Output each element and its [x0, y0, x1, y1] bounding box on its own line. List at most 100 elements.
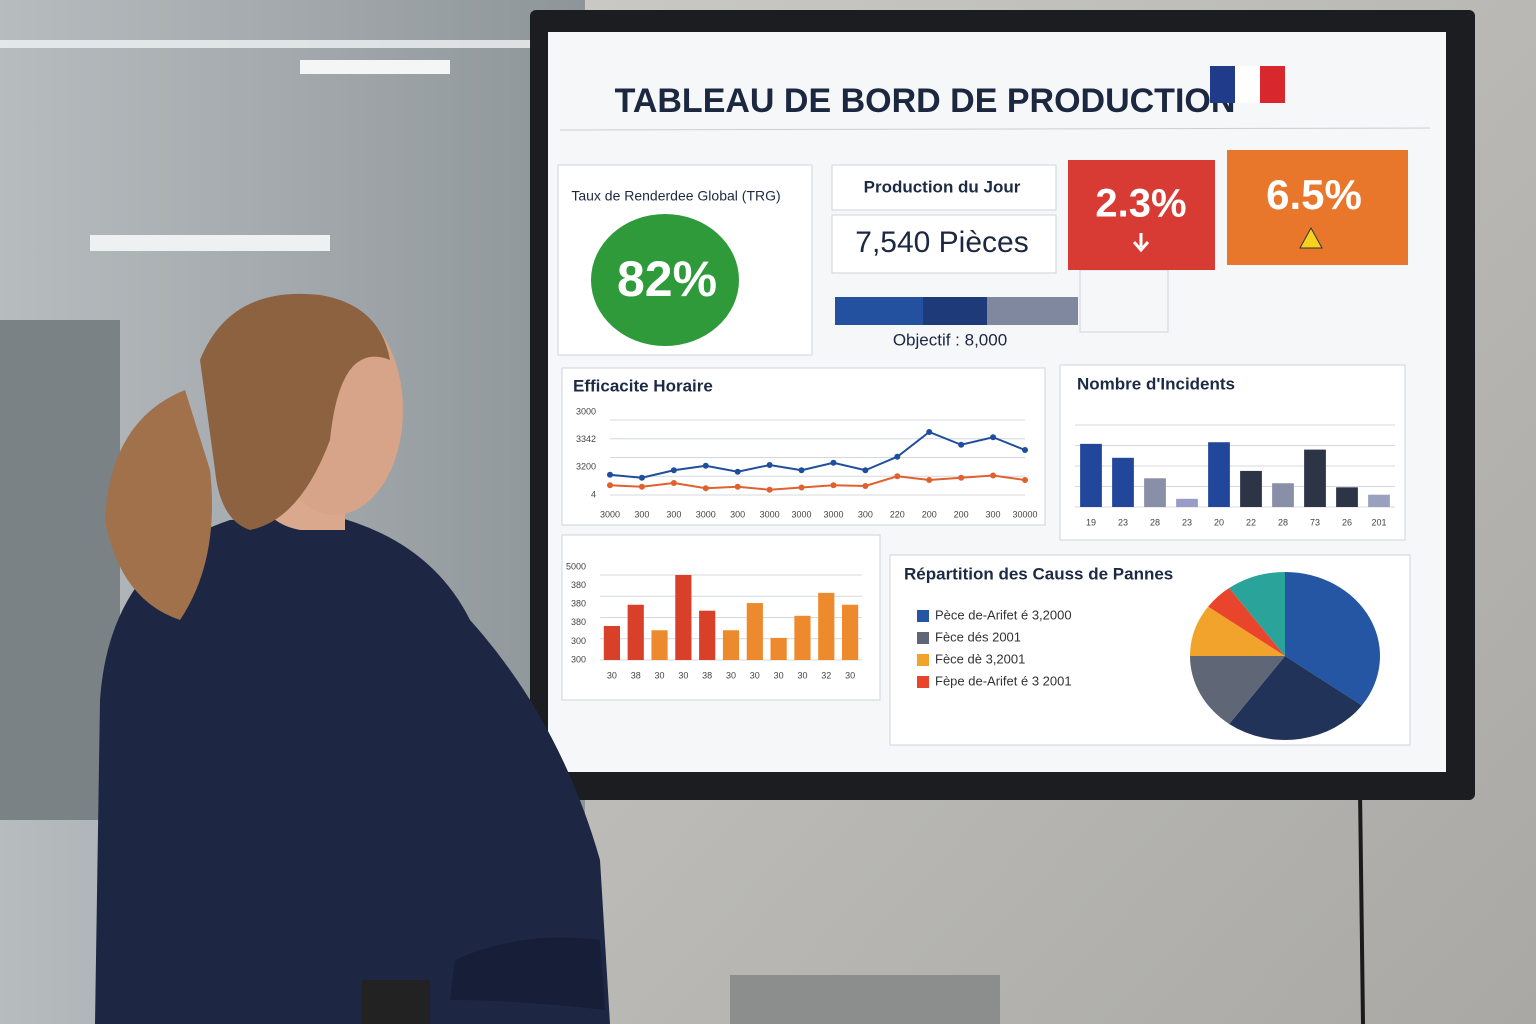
line-point — [734, 468, 741, 475]
person-arm — [450, 937, 605, 1010]
bar — [1112, 457, 1134, 507]
cable — [1358, 789, 1365, 1024]
line-point — [926, 477, 933, 483]
line-series — [609, 474, 1026, 491]
bar — [699, 610, 716, 660]
x-tick-label: 30 — [607, 670, 617, 680]
bar — [1208, 442, 1230, 507]
line-point — [607, 482, 613, 489]
y-axis-label: 380 — [571, 580, 586, 590]
x-tick-label: 28 — [1278, 517, 1288, 527]
legend-label: Fèpe de-Arifet é 3 2001 — [935, 673, 1072, 688]
x-tick-label: 3000 — [696, 509, 716, 519]
x-tick-label: 300 — [986, 509, 1001, 519]
chart-title: Efficacite Horaire — [573, 376, 713, 395]
line-point — [702, 462, 709, 469]
bar — [770, 637, 787, 660]
alert-value: 6.5% — [1266, 171, 1362, 218]
kpi-target: Objectif : 8,000 — [893, 330, 1007, 349]
line-point — [798, 467, 805, 474]
bar — [1272, 483, 1294, 507]
x-tick-label: 300 — [730, 509, 745, 519]
bar — [627, 604, 644, 660]
down-arrow-icon — [1132, 233, 1150, 253]
pie-slice — [1285, 572, 1380, 706]
line-point — [670, 467, 677, 474]
line-point — [607, 471, 613, 478]
progress-segment — [987, 297, 1078, 325]
x-tick-label: 20 — [1214, 517, 1224, 527]
dashboard-title: TABLEAU DE BORD DE PRODUCTION — [615, 82, 1236, 120]
x-tick-label: 300 — [858, 509, 873, 519]
x-tick-label: 19 — [1086, 517, 1096, 527]
x-tick-label: 28 — [1150, 517, 1160, 527]
line-point — [958, 474, 965, 481]
x-tick-label: 23 — [1118, 517, 1128, 527]
line-point — [766, 462, 773, 468]
charts: 3000 3342 3200 4 3000 300 300 3000 300 3000 3000 30… — [566, 406, 1395, 740]
x-tick-label: 32 — [821, 670, 831, 680]
pie-slice — [1190, 656, 1285, 724]
panel — [831, 164, 1057, 211]
kpi-value: 7,540 Pièces — [855, 226, 1028, 259]
bar — [651, 630, 668, 660]
warning-icon — [1299, 226, 1323, 249]
bar — [841, 604, 859, 660]
flag-white — [1235, 66, 1260, 103]
bar — [1080, 443, 1102, 507]
line-point — [894, 473, 901, 480]
line-point — [670, 480, 677, 486]
ceiling-light — [0, 40, 560, 48]
legend-label: Fèce dés 2001 — [935, 629, 1021, 644]
legend-swatch — [917, 654, 929, 666]
line-point — [638, 474, 645, 481]
x-tick-label: 30 — [655, 670, 665, 680]
y-axis-label: 5000 — [566, 561, 586, 571]
pie-slice — [1229, 572, 1285, 656]
x-tick-label: 30 — [774, 670, 784, 680]
x-tick-label: 200 — [954, 509, 969, 519]
line-point — [830, 459, 837, 466]
legend-label: Fèce dè 3,2001 — [935, 651, 1025, 666]
ceiling-light — [300, 60, 450, 74]
line-point — [958, 441, 965, 448]
bar — [1368, 494, 1390, 507]
person-hair — [200, 293, 390, 530]
line-point — [638, 483, 645, 490]
ceiling-light — [90, 235, 330, 251]
kpi-circle — [591, 214, 739, 346]
x-tick-label: 30 — [678, 670, 688, 680]
y-axis-label: 3200 — [576, 462, 596, 472]
bar — [1336, 487, 1358, 507]
x-tick-label: 3000 — [823, 509, 843, 519]
line-point — [926, 429, 933, 435]
bar — [1304, 449, 1326, 507]
bar — [675, 575, 692, 660]
y-axis-label: 4 — [591, 489, 596, 499]
x-tick-label: 38 — [702, 670, 712, 680]
x-tick-label: 220 — [890, 509, 905, 519]
x-tick-label: 30000 — [1012, 509, 1037, 519]
line-point — [990, 434, 997, 441]
x-tick-label: 3000 — [760, 509, 780, 519]
y-axis-label: 300 — [571, 636, 586, 646]
bar — [1240, 470, 1262, 507]
line-point — [830, 482, 837, 489]
flag-blue — [1210, 66, 1235, 103]
x-tick-label: 300 — [666, 509, 681, 519]
legend-swatch — [917, 632, 929, 644]
bar — [1144, 478, 1166, 507]
person-ponytail — [105, 390, 212, 620]
x-tick-label: 300 — [634, 509, 649, 519]
divider — [559, 127, 1431, 131]
line-point — [990, 472, 997, 479]
bar — [794, 615, 811, 660]
x-tick-label: 201 — [1371, 517, 1386, 527]
x-tick-label: 200 — [922, 509, 937, 519]
bar — [746, 603, 763, 660]
line-point — [702, 485, 709, 492]
wall-plate — [730, 975, 1000, 1024]
line-point — [798, 484, 805, 491]
bar — [722, 630, 740, 660]
